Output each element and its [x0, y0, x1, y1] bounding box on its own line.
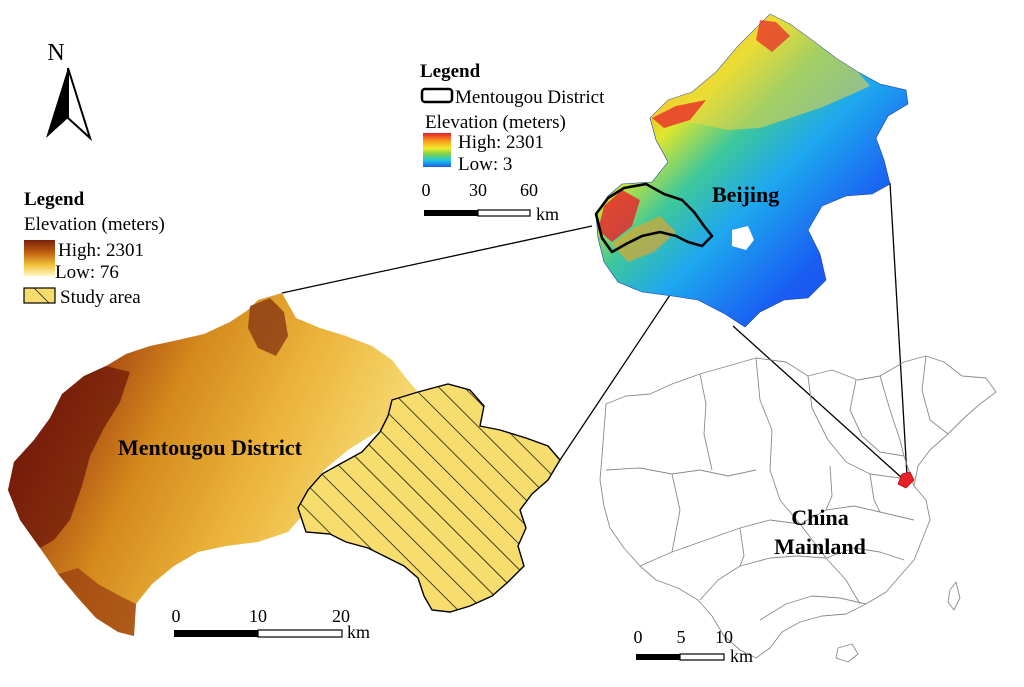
leader-line: [732, 325, 903, 479]
mentougou-map: Mentougou District: [8, 293, 561, 636]
mentougou-dark-highland: [8, 366, 130, 548]
beijing-legend-high: High: 2301: [458, 132, 544, 153]
china-label: China: [791, 505, 848, 530]
china-province-line: [879, 375, 905, 457]
beijing-map: Beijing: [594, 13, 909, 328]
china-province-line: [755, 357, 781, 501]
beijing-legend-low: Low: 3: [458, 154, 512, 175]
beijing-scale-tick: 60: [520, 180, 538, 200]
beijing-elevation-ramp: [423, 133, 451, 167]
beijing-highland-red-patch: [652, 100, 706, 128]
mentougou-legend-study-area: Study area: [60, 287, 141, 308]
mentougou-label: Mentougou District: [118, 435, 303, 460]
beijing-scale-white-segment: [477, 209, 531, 217]
beijing-legend-boundary-label: Mentougou District: [455, 87, 605, 108]
beijing-scale-black-segment: [424, 210, 478, 216]
mentougou-scale-black-segment: [174, 630, 258, 637]
mentougou-highland-red-patch: [598, 190, 640, 242]
china-province-line: [639, 519, 801, 567]
north-arrow-right-half: [67, 67, 93, 142]
north-label: N: [47, 40, 64, 66]
china-map: [599, 355, 997, 663]
china-province-line: [699, 373, 713, 471]
china-province-line: [869, 473, 881, 513]
mentougou-scale-tick: 0: [172, 606, 181, 626]
china-province-line: [807, 375, 901, 479]
mentougou-legend-high: High: 2301: [58, 240, 144, 261]
china-province-line: [921, 355, 949, 435]
china-province-line: [699, 555, 827, 601]
china-scale-unit: km: [730, 646, 753, 666]
beijing-legend: Legend Mentougou District Elevation (met…: [420, 61, 605, 175]
mentougou-highland-yellow-patch: [612, 216, 676, 262]
mentougou-legend-elevation-title: Elevation (meters): [24, 214, 165, 235]
north-arrow: N: [46, 40, 93, 142]
china-province-line: [671, 473, 681, 553]
china-outline: [599, 355, 997, 659]
china-province-line: [759, 595, 867, 621]
china-province-line: [605, 467, 757, 477]
china-scale-white-segment: [679, 653, 725, 661]
mentougou-district-outline: [594, 182, 714, 254]
mentougou-dark-highland: [248, 298, 288, 356]
study-area-swatch: [23, 287, 56, 304]
taiwan-island: [947, 581, 961, 611]
beijing-scale-tick: 0: [422, 180, 431, 200]
mentougou-scale-white-segment: [257, 629, 343, 638]
beijing-legend-title: Legend: [420, 61, 481, 82]
mentougou-dark-highland: [58, 568, 136, 636]
study-area-polygon: [297, 383, 561, 613]
china-province-line: [825, 465, 833, 511]
beijing-scale-bar: 0 30 60 km: [422, 180, 560, 224]
mentougou-elevation-ramp: [24, 240, 55, 276]
beijing-scale-unit: km: [536, 204, 559, 224]
hainan-island: [835, 643, 859, 663]
mentougou-legend-low: Low: 76: [55, 262, 119, 283]
leader-lines: [281, 182, 908, 479]
mentougou-scale-tick: 20: [332, 606, 350, 626]
beijing-legend-elevation-title: Elevation (meters): [425, 112, 566, 133]
china-scale-tick: 10: [715, 627, 733, 647]
mentougou-scale-tick: 10: [249, 606, 267, 626]
beijing-label: Beijing: [712, 182, 779, 207]
mainland-label: Mainland: [774, 534, 866, 559]
beijing-highland-red-patch: [756, 20, 790, 52]
mentougou-scale-unit: km: [347, 622, 370, 642]
mentougou-boundary-swatch: [420, 87, 454, 104]
mentougou-scale-bar: 0 10 20 km: [172, 606, 371, 642]
china-scale-bar: 0 5 10 km: [634, 627, 754, 666]
mentougou-legend-title: Legend: [24, 189, 85, 210]
china-province-line: [739, 527, 745, 567]
china-scale-black-segment: [636, 654, 680, 660]
beijing-city-hole: [732, 226, 754, 250]
china-scale-tick: 5: [677, 627, 686, 647]
beijing-scale-tick: 30: [469, 180, 487, 200]
north-arrow-left-half: [46, 68, 68, 138]
china-labels: China Mainland: [774, 505, 866, 559]
china-province-line: [849, 379, 905, 457]
beijing-highlight: [897, 471, 915, 489]
leader-line: [889, 182, 908, 477]
china-province-line: [825, 547, 905, 561]
leader-line: [281, 225, 593, 294]
mentougou-legend: Legend Elevation (meters) High: 2301 Low…: [23, 189, 165, 308]
china-province-line: [799, 505, 915, 525]
china-scale-tick: 0: [634, 627, 643, 647]
